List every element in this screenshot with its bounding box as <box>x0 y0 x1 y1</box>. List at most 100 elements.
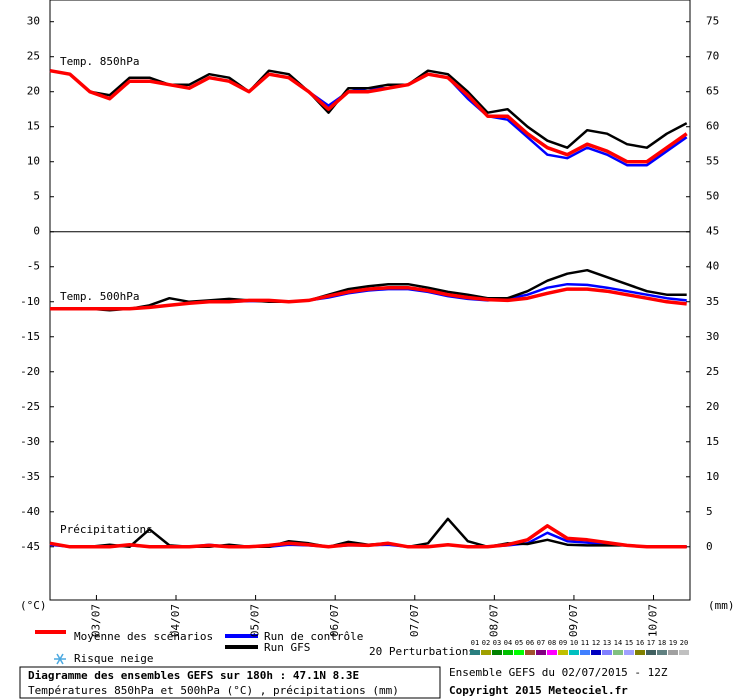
y-tick-label: 5 <box>33 190 40 203</box>
perturbation-label: 04 <box>504 639 512 647</box>
perturbation-swatch <box>558 650 568 655</box>
perturbation-label: 20 <box>680 639 688 647</box>
y2-tick-label: 10 <box>706 470 719 483</box>
x-tick-label: 04/07 <box>169 604 182 637</box>
y2-tick-label: 65 <box>706 85 719 98</box>
y-tick-label: 20 <box>27 85 40 98</box>
perturbation-swatch <box>679 650 689 655</box>
y2-tick-label: 70 <box>706 50 719 63</box>
x-tick-label: 07/07 <box>408 604 421 637</box>
series-line <box>50 285 687 311</box>
perturbation-label: 06 <box>526 639 534 647</box>
y-tick-label: -15 <box>20 330 40 343</box>
panel-label: Temp. 850hPa <box>60 55 139 68</box>
perturbation-swatch <box>492 650 502 655</box>
y-tick-label: -25 <box>20 400 40 413</box>
x-tick-label: 06/07 <box>328 604 341 637</box>
y-tick-label: 10 <box>27 155 40 168</box>
perturbation-label: 08 <box>548 639 556 647</box>
y2-tick-label: 0 <box>706 540 713 553</box>
series-line <box>50 268 687 312</box>
y2-tick-label: 20 <box>706 400 719 413</box>
y-tick-label: 15 <box>27 120 40 133</box>
perturbation-swatch <box>657 650 667 655</box>
perturbation-label: 09 <box>559 639 567 647</box>
y2-axis-label: (mm) <box>708 599 735 612</box>
perturbation-label: 01 <box>471 639 479 647</box>
perturbation-swatch <box>624 650 634 655</box>
snow-label: Risque neige <box>74 652 153 665</box>
series-line <box>49 524 687 549</box>
y2-tick-label: 55 <box>706 155 719 168</box>
perturbation-swatch <box>591 650 601 655</box>
perturbation-swatch <box>536 650 546 655</box>
y2-tick-label: 15 <box>706 435 719 448</box>
y-tick-label: 0 <box>33 225 40 238</box>
perturbation-label: 11 <box>581 639 589 647</box>
footer-subtitle: Températures 850hPa et 500hPa (°C) , pré… <box>28 684 399 697</box>
y2-tick-label: 25 <box>706 365 719 378</box>
y2-tick-label: 35 <box>706 295 719 308</box>
perturbation-swatch <box>635 650 645 655</box>
plot-frame <box>49 0 691 601</box>
run-label: Ensemble GEFS du 02/07/2015 - 12Z <box>449 666 668 679</box>
perturbation-label: 10 <box>570 639 578 647</box>
y-tick-label: 30 <box>27 15 40 28</box>
y2-tick-label: 45 <box>706 225 719 238</box>
y-tick-label: -45 <box>20 540 40 553</box>
perturbation-swatch <box>580 650 590 655</box>
y2-tick-label: 50 <box>706 190 719 203</box>
perturbation-swatch <box>602 650 612 655</box>
perturbation-label: 19 <box>669 639 677 647</box>
legend-label: Moyenne des scénarios <box>74 630 213 643</box>
perturbation-label: 15 <box>625 639 633 647</box>
legend-label: Run de contrôle <box>264 630 363 643</box>
y-tick-label: -5 <box>27 260 40 273</box>
perturbation-swatch <box>503 650 513 655</box>
panel-label: Précipitations <box>60 523 153 536</box>
x-tick-label: 03/07 <box>89 604 102 637</box>
y2-tick-label: 60 <box>706 120 719 133</box>
copyright: Copyright 2015 Meteociel.fr <box>449 684 628 697</box>
x-tick-label: 10/07 <box>647 604 660 637</box>
series-line <box>49 68 688 164</box>
perturbation-label: 07 <box>537 639 545 647</box>
x-tick-label: 05/07 <box>249 604 262 637</box>
perturbation-swatch <box>613 650 623 655</box>
perturbations-label: 20 Perturbations <box>369 645 475 658</box>
y2-tick-label: 40 <box>706 260 719 273</box>
perturbation-swatch <box>514 650 524 655</box>
perturbation-swatch <box>668 650 678 655</box>
legend-label: Run GFS <box>264 641 310 654</box>
snow-icon <box>54 653 66 665</box>
y-tick-label: -35 <box>20 470 40 483</box>
y-axis-label: (°C) <box>20 599 47 612</box>
footer-title: Diagramme des ensembles GEFS sur 180h : … <box>28 669 359 682</box>
perturbation-swatch <box>547 650 557 655</box>
y2-tick-label: 30 <box>706 330 719 343</box>
y-tick-label: -40 <box>20 505 40 518</box>
perturbation-label: 05 <box>515 639 523 647</box>
perturbation-swatch <box>525 650 535 655</box>
y-tick-label: -20 <box>20 365 40 378</box>
footer-box <box>19 666 441 699</box>
perturbation-label: 03 <box>493 639 501 647</box>
perturbation-label: 12 <box>592 639 600 647</box>
perturbation-label: 13 <box>603 639 611 647</box>
perturbation-swatch <box>481 650 491 655</box>
x-tick-label: 08/07 <box>487 604 500 637</box>
perturbation-swatch <box>646 650 656 655</box>
perturbation-swatch <box>569 650 579 655</box>
series-line <box>49 69 688 149</box>
perturbation-swatch <box>470 650 480 655</box>
panel-label: Temp. 500hPa <box>60 290 139 303</box>
perturbation-label: 17 <box>647 639 655 647</box>
x-tick-label: 09/07 <box>567 604 580 637</box>
y-tick-label: 25 <box>27 50 40 63</box>
perturbation-label: 14 <box>614 639 622 647</box>
perturbation-label: 16 <box>636 639 644 647</box>
y2-tick-label: 75 <box>706 15 719 28</box>
perturbation-label: 02 <box>482 639 490 647</box>
y-tick-label: -10 <box>20 295 40 308</box>
